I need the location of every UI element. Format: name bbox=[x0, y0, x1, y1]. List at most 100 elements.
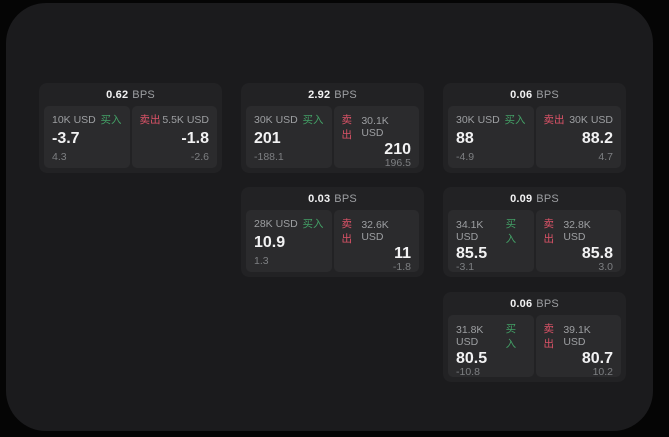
buy-price: 85.5 bbox=[456, 245, 488, 262]
buy-price: 201 bbox=[254, 130, 281, 148]
buy-price: 10.9 bbox=[254, 234, 286, 252]
buy-side-label: 买入 bbox=[504, 114, 526, 126]
buy-price: 80.5 bbox=[456, 350, 488, 367]
sell-size-label: 30.1K USD bbox=[361, 115, 389, 139]
buy-size-label: 28K USD bbox=[254, 217, 298, 230]
buy-size-label: 10K USD bbox=[52, 113, 96, 126]
sell-size-label: 32.8K USD bbox=[563, 219, 591, 243]
buy-tile-top: 30K USD 买入 bbox=[456, 112, 526, 127]
quote-card: 0.09 BPS 34.1K USD 买入 85.5 -3.1 卖出 32.8K… bbox=[443, 187, 626, 277]
sell-tile-top: 卖出 5.5K USD bbox=[140, 112, 210, 127]
sell-price: -1.8 bbox=[181, 130, 209, 148]
sell-side-label: 卖出 bbox=[543, 114, 565, 126]
sell-tile-top: 卖出 32.8K USD bbox=[544, 216, 614, 246]
buy-tile[interactable]: 10K USD 买入 -3.7 4.3 bbox=[44, 106, 130, 168]
buy-side-label: 买入 bbox=[100, 114, 122, 126]
sell-tile-top: 卖出 39.1K USD bbox=[544, 321, 614, 351]
sell-price: 85.8 bbox=[581, 245, 613, 262]
sell-side-label: 卖出 bbox=[341, 218, 353, 245]
sell-change: -1.8 bbox=[392, 261, 411, 273]
buy-side-label: 买入 bbox=[505, 323, 517, 350]
quote-card: 0.06 BPS 30K USD 买入 88 -4.9 卖出 30K USD 8… bbox=[443, 83, 626, 173]
bps-suffix-label: BPS bbox=[536, 192, 559, 205]
quote-card: 0.62 BPS 10K USD 买入 -3.7 4.3 卖出 5.5K USD… bbox=[39, 83, 222, 173]
buy-size-label: 30K USD bbox=[254, 113, 298, 126]
buy-tile[interactable]: 28K USD 买入 10.9 1.3 bbox=[246, 210, 332, 272]
card-body: 28K USD 买入 10.9 1.3 卖出 32.6K USD 11 -1.8 bbox=[241, 210, 424, 272]
sell-change: -2.6 bbox=[190, 150, 209, 163]
buy-price: -3.7 bbox=[52, 130, 80, 148]
bps-value: 0.03 bbox=[308, 192, 331, 205]
sell-tile[interactable]: 卖出 39.1K USD 80.7 10.2 bbox=[535, 315, 621, 378]
sell-size-label: 30K USD bbox=[569, 113, 613, 126]
buy-tile[interactable]: 31.8K USD 买入 80.5 -10.8 bbox=[448, 315, 534, 377]
sell-side-label: 卖出 bbox=[139, 114, 161, 126]
buy-change: -3.1 bbox=[456, 261, 475, 273]
buy-change: -188.1 bbox=[254, 150, 284, 163]
buy-tile[interactable]: 34.1K USD 买入 85.5 -3.1 bbox=[448, 210, 534, 272]
buy-size-label: 34.1K USD bbox=[456, 219, 484, 243]
buy-tile-top: 30K USD 买入 bbox=[254, 112, 324, 127]
quote-card: 0.03 BPS 28K USD 买入 10.9 1.3 卖出 32.6K US… bbox=[241, 187, 424, 277]
buy-tile-top: 31.8K USD 买入 bbox=[456, 321, 526, 351]
sell-tile[interactable]: 卖出 32.8K USD 85.8 3.0 bbox=[535, 210, 621, 273]
bps-suffix-label: BPS bbox=[132, 88, 155, 101]
bps-value: 0.62 bbox=[106, 88, 129, 101]
quote-card: 0.06 BPS 31.8K USD 买入 80.5 -10.8 卖出 39.1… bbox=[443, 292, 626, 382]
quote-card: 2.92 BPS 30K USD 买入 201 -188.1 卖出 30.1K … bbox=[241, 83, 424, 173]
card-header: 0.06 BPS bbox=[443, 83, 626, 106]
buy-tile[interactable]: 30K USD 买入 201 -188.1 bbox=[246, 106, 332, 168]
sell-price: 80.7 bbox=[581, 350, 613, 367]
bps-suffix-label: BPS bbox=[334, 88, 357, 101]
buy-tile-top: 34.1K USD 买入 bbox=[456, 216, 526, 246]
sell-price: 11 bbox=[394, 245, 411, 262]
bps-value: 0.09 bbox=[510, 192, 533, 205]
buy-side-label: 买入 bbox=[302, 218, 324, 230]
card-body: 10K USD 买入 -3.7 4.3 卖出 5.5K USD -1.8 -2.… bbox=[39, 106, 222, 168]
buy-change: 1.3 bbox=[254, 254, 269, 267]
bps-suffix-label: BPS bbox=[536, 88, 559, 101]
sell-tile-top: 卖出 30.1K USD bbox=[342, 112, 412, 142]
sell-side-label: 卖出 bbox=[543, 323, 555, 350]
buy-change: 4.3 bbox=[52, 150, 67, 163]
sell-price: 210 bbox=[384, 141, 411, 158]
card-header: 0.09 BPS bbox=[443, 187, 626, 210]
sell-tile-top: 卖出 30K USD bbox=[544, 112, 614, 127]
bps-value: 0.06 bbox=[510, 297, 533, 310]
sell-tile[interactable]: 卖出 32.6K USD 11 -1.8 bbox=[333, 210, 419, 273]
buy-tile[interactable]: 30K USD 买入 88 -4.9 bbox=[448, 106, 534, 168]
card-body: 30K USD 买入 88 -4.9 卖出 30K USD 88.2 4.7 bbox=[443, 106, 626, 168]
sell-tile-top: 卖出 32.6K USD bbox=[342, 216, 412, 246]
bps-suffix-label: BPS bbox=[536, 297, 559, 310]
card-header: 0.06 BPS bbox=[443, 292, 626, 315]
buy-tile-top: 28K USD 买入 bbox=[254, 216, 324, 231]
sell-size-label: 39.1K USD bbox=[563, 324, 591, 348]
sell-change: 196.5 bbox=[384, 157, 411, 169]
sell-tile[interactable]: 卖出 5.5K USD -1.8 -2.6 bbox=[131, 106, 217, 168]
card-body: 31.8K USD 买入 80.5 -10.8 卖出 39.1K USD 80.… bbox=[443, 315, 626, 377]
card-body: 30K USD 买入 201 -188.1 卖出 30.1K USD 210 1… bbox=[241, 106, 424, 168]
sell-side-label: 卖出 bbox=[341, 114, 353, 141]
sell-tile[interactable]: 卖出 30.1K USD 210 196.5 bbox=[333, 106, 419, 169]
buy-side-label: 买入 bbox=[505, 218, 517, 245]
card-header: 0.03 BPS bbox=[241, 187, 424, 210]
buy-side-label: 买入 bbox=[302, 114, 324, 126]
bps-value: 0.06 bbox=[510, 88, 533, 101]
buy-size-label: 30K USD bbox=[456, 113, 500, 126]
buy-size-label: 31.8K USD bbox=[456, 324, 484, 348]
sell-change: 3.0 bbox=[598, 261, 613, 273]
buy-change: -4.9 bbox=[456, 150, 475, 163]
sell-change: 10.2 bbox=[592, 366, 613, 378]
sell-tile[interactable]: 卖出 30K USD 88.2 4.7 bbox=[535, 106, 621, 168]
bps-value: 2.92 bbox=[308, 88, 331, 101]
sell-change: 4.7 bbox=[598, 150, 613, 163]
sell-price: 88.2 bbox=[581, 130, 613, 148]
sell-size-label: 5.5K USD bbox=[162, 113, 209, 126]
bps-suffix-label: BPS bbox=[334, 192, 357, 205]
card-header: 0.62 BPS bbox=[39, 83, 222, 106]
sell-size-label: 32.6K USD bbox=[361, 219, 389, 243]
buy-price: 88 bbox=[456, 130, 474, 148]
sell-side-label: 卖出 bbox=[543, 218, 555, 245]
buy-tile-top: 10K USD 买入 bbox=[52, 112, 122, 127]
